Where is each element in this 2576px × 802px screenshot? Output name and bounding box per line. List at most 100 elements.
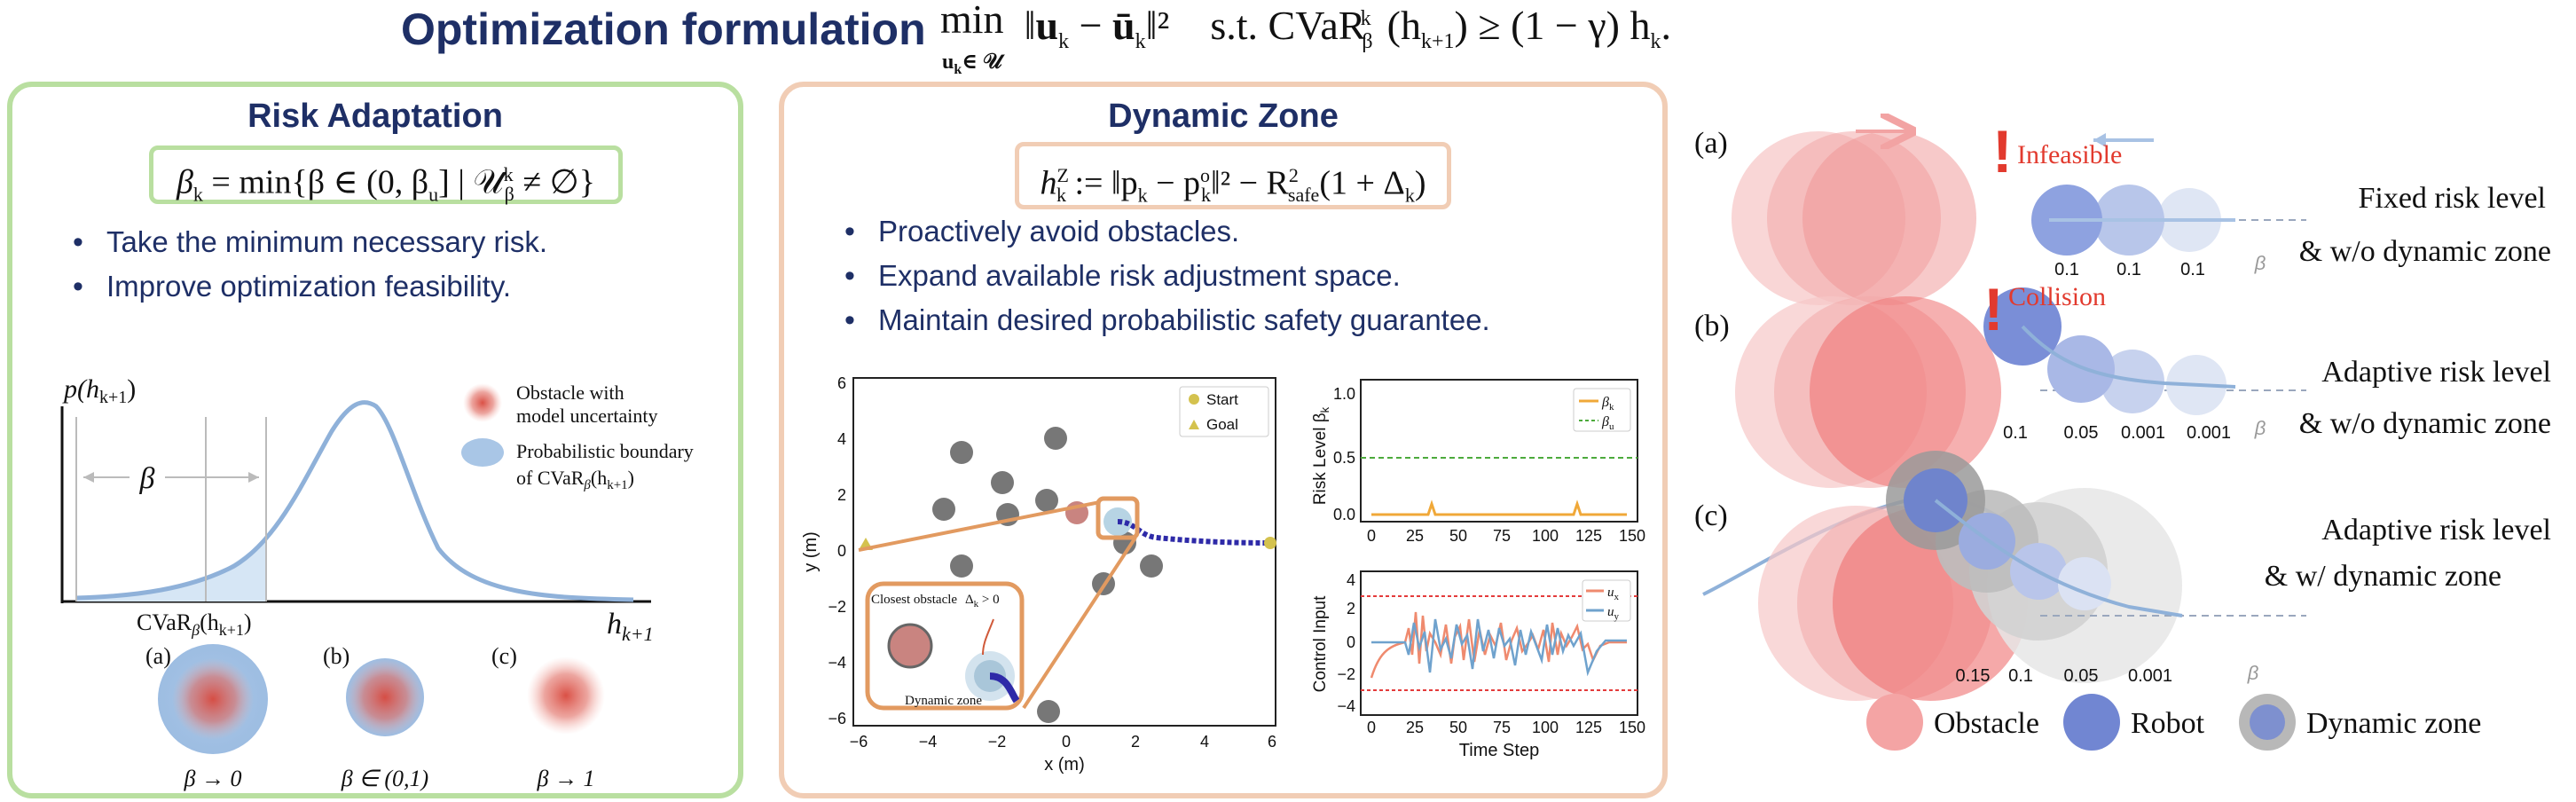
case-b-tag: (b)	[323, 643, 349, 669]
obstacle	[1037, 700, 1060, 723]
y-tick: 0	[837, 542, 846, 560]
case-b-cloud	[346, 658, 424, 736]
beta-symbol: β	[2254, 417, 2266, 439]
x-tick: 4	[1200, 733, 1209, 751]
alert-icon: !	[1992, 118, 2013, 185]
scenario-b: (b) ! Collision 0.1 0.05 0.001 0.001 β A…	[1694, 276, 2551, 488]
beta-value: 0.05	[2064, 423, 2099, 443]
y-tick: −2	[1337, 665, 1355, 683]
cvar-shaded-area	[76, 538, 266, 602]
zone-bullet-list: Proactively avoid obstacles. Expand avai…	[837, 209, 1490, 342]
beta-arrow-left-head	[83, 472, 94, 483]
y-tick: −6	[828, 710, 846, 727]
beta-value: 0.1	[2003, 423, 2028, 443]
y-tick: −4	[1337, 697, 1355, 715]
boundary-disk-icon	[461, 438, 504, 467]
x-tick: 125	[1575, 719, 1602, 736]
beta-value: 0.05	[2064, 666, 2099, 686]
x-tick: 2	[1131, 733, 1140, 751]
scenario-c: (c) 0.15 0.1 0.05 0.001 β Adaptive risk …	[1694, 451, 2551, 701]
obstacle	[932, 498, 955, 521]
y-axis-label: p(hk+1)	[62, 374, 136, 407]
beta-value: 0.001	[2187, 423, 2231, 443]
dynamic-zone-panel: Dynamic Zone hZk := ‖pk − pok‖² − R2safe…	[779, 82, 1668, 798]
control-legend	[1582, 579, 1631, 622]
scenario-legend: Obstacle Robot Dynamic zone	[1866, 694, 2481, 751]
x-tick: 75	[1493, 719, 1511, 736]
x-tick: 0	[1062, 733, 1071, 751]
zone-bullet: Expand available risk adjustment space.	[837, 254, 1490, 298]
beta-value: 0.15	[1956, 666, 1991, 686]
risk-panel-title: Risk Adaptation	[247, 98, 503, 135]
case-a: (a) β → 0	[145, 643, 268, 791]
legend-dynamic-zone-inner	[2250, 704, 2285, 740]
legend-boundary-line2: of CVaRβ(hk+1)	[516, 467, 634, 492]
obstacle	[1044, 427, 1067, 450]
y-tick: 4	[1347, 571, 1355, 589]
highlight-box	[1096, 496, 1140, 540]
header-title: Optimization formulation	[401, 4, 926, 54]
dynamic-zone-plots: Closest obstacle Δk > 0 Dynamic zone Sta…	[801, 374, 1645, 774]
x-tick: 25	[1406, 527, 1424, 545]
x-axis-label: hk+1	[607, 608, 654, 645]
zone-bullet: Proactively avoid obstacles.	[837, 209, 1490, 254]
beta-value: 0.1	[2180, 260, 2205, 279]
legend-ux-label: ux	[1607, 586, 1620, 602]
map-x-label: x (m)	[1044, 755, 1085, 774]
beta-value: 0.1	[2117, 260, 2141, 279]
x-tick: 50	[1449, 527, 1467, 545]
beta-symbol: β	[2254, 252, 2266, 274]
scenario-c-betas: 0.15 0.1 0.05 0.001 β	[1956, 662, 2259, 686]
x-tick: −2	[988, 733, 1007, 751]
inset-trajectory	[989, 672, 1020, 704]
obstacle	[991, 471, 1014, 494]
scenario-a-tag: (a)	[1694, 127, 1728, 160]
header: Optimization formulation min uk∈ 𝒰 ‖uk −…	[0, 0, 2576, 77]
obstacle	[1140, 554, 1163, 578]
obstacle-a-3	[1802, 131, 1976, 305]
risk-x-ticks: 0 25 50 75 100 125 150	[1367, 527, 1645, 545]
robot-trajectory	[1117, 519, 1273, 546]
risk-bullet-list: Take the minimum necessary risk. Improve…	[66, 220, 547, 309]
objective: ‖uk − ūk‖² s.t. CVaRβk (hk+1) ≥ (1 − γ) h…	[1014, 3, 1671, 54]
y-tick: 0	[1347, 633, 1355, 651]
beta-value: 0.001	[2128, 666, 2172, 686]
inset-title: Closest obstacle	[871, 593, 957, 607]
legend-start-icon	[1189, 394, 1199, 405]
trajectory-map: Closest obstacle Δk > 0 Dynamic zone Sta…	[801, 374, 1276, 774]
legend-obstacle-line1: Obstacle with	[516, 381, 624, 404]
x-tick: −4	[919, 733, 938, 751]
legend-goal-label: Goal	[1206, 416, 1238, 433]
map-x-ticks: −6 −4 −2 0 2 4 6	[850, 733, 1276, 751]
legend-bk-label: βk	[1601, 395, 1614, 413]
scenario-b-tag: (b)	[1694, 310, 1730, 342]
y-tick: −4	[828, 654, 846, 672]
beta-value: 0.1	[2054, 260, 2079, 279]
header-formula: min uk∈ 𝒰 ‖uk − ūk‖² s.t. CVaRβk (hk+1) ≥…	[940, 0, 1671, 88]
uy-line	[1371, 618, 1627, 677]
x-tick: 0	[1367, 719, 1376, 736]
case-c-cloud	[527, 657, 605, 735]
y-tick: 4	[837, 430, 846, 448]
control-input-plot: ux uy 4 2 0 −2 −4 0 25 50 75 100 125 150…	[1311, 570, 1645, 760]
beta-label-bg	[130, 460, 165, 493]
map-legend	[1179, 386, 1269, 437]
x-tick: 100	[1532, 527, 1559, 545]
y-tick: 6	[837, 374, 846, 392]
scenario-a-label-2: & w/o dynamic zone	[2299, 235, 2551, 268]
legend-goal-icon	[1189, 420, 1199, 429]
x-tick: 6	[1268, 733, 1276, 751]
control-y-label: Control Input	[1311, 595, 1330, 693]
inset-closest-obstacle	[887, 623, 933, 669]
obstacle	[950, 441, 973, 464]
y-tick: 0.0	[1333, 506, 1355, 523]
scenario-b-label-1: Adaptive risk level	[2321, 356, 2551, 389]
risk-level-plot: βk βu 1.0 0.5 0.0 0 25 50 75 100 125 150…	[1311, 379, 1645, 545]
case-b: (b) β ∈ (0,1)	[323, 643, 428, 791]
x-tick: 100	[1532, 719, 1559, 736]
case-c-caption: β → 1	[537, 766, 595, 791]
scenario-b-label-2: & w/o dynamic zone	[2299, 407, 2551, 440]
x-tick: 150	[1619, 527, 1645, 545]
risk-adaptation-panel: Risk Adaptation βk = min{β ∈ (0, βu] | 𝒰…	[7, 82, 743, 798]
legend-obstacle-icon	[1866, 694, 1923, 751]
